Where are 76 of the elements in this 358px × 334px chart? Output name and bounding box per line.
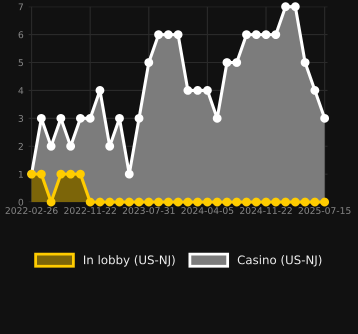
point: [56, 114, 66, 123]
point: [290, 2, 300, 12]
point: [320, 198, 330, 206]
point: [174, 198, 182, 206]
point: [232, 58, 242, 67]
point: [222, 198, 232, 206]
point: [134, 198, 144, 206]
point: [76, 114, 85, 123]
point: [193, 198, 202, 206]
point: [212, 198, 222, 206]
y-tick-label: 3: [18, 115, 24, 122]
point: [86, 114, 95, 123]
point: [271, 198, 280, 206]
y-tick-label: 2: [18, 142, 23, 150]
point: [310, 86, 320, 95]
y-tick-label: 4: [18, 87, 24, 94]
point: [281, 198, 290, 206]
point: [124, 198, 134, 206]
point: [56, 170, 66, 179]
point: [96, 198, 104, 206]
y-tick-label: 0: [18, 198, 24, 206]
point: [262, 30, 270, 39]
point: [281, 2, 290, 12]
y-tick-label: 6: [18, 31, 24, 38]
legend-label: In lobby (US-NJ): [84, 255, 175, 267]
point: [36, 114, 46, 123]
point: [300, 198, 310, 206]
point: [193, 86, 202, 95]
point: [105, 142, 114, 151]
legend-label: Casino (US-NJ): [238, 255, 322, 267]
x-tick-label: 2025-07-15: [298, 207, 350, 214]
point: [262, 198, 270, 206]
point: [134, 114, 144, 123]
point: [124, 170, 134, 179]
point: [144, 198, 154, 206]
x-tick-label: 2024-04-05: [181, 207, 234, 214]
x-tick-label: 2022-11-22: [64, 207, 116, 214]
point: [222, 58, 232, 67]
point: [242, 30, 251, 39]
point: [115, 114, 124, 123]
y-tick-label: 7: [18, 3, 23, 10]
point: [242, 198, 251, 206]
point: [203, 198, 212, 206]
point: [154, 198, 163, 206]
y-tick-label: 1: [18, 170, 23, 178]
x-tick-label: 2023-07-31: [122, 207, 175, 214]
point: [86, 198, 95, 206]
point: [36, 170, 46, 179]
point: [232, 198, 242, 206]
point: [164, 198, 173, 206]
point: [46, 198, 56, 206]
point: [144, 58, 154, 67]
point: [252, 30, 261, 39]
point: [183, 198, 192, 206]
point: [174, 30, 182, 39]
point: [271, 30, 280, 39]
point: [66, 142, 76, 151]
point: [115, 198, 124, 206]
point: [290, 198, 300, 206]
x-tick-label: 2022-02-26: [6, 207, 58, 214]
point: [320, 114, 330, 123]
point: [46, 142, 56, 151]
point: [183, 86, 192, 95]
point: [203, 86, 212, 95]
point: [76, 170, 85, 179]
point: [105, 198, 114, 206]
point: [154, 30, 163, 39]
y-tick-label: 5: [18, 59, 23, 66]
point: [212, 114, 222, 123]
point: [300, 58, 310, 67]
point: [164, 30, 173, 39]
point: [96, 86, 104, 95]
point: [252, 198, 261, 206]
point: [310, 198, 320, 206]
x-tick-label: 2024-11-22: [240, 207, 292, 214]
point: [66, 170, 76, 179]
